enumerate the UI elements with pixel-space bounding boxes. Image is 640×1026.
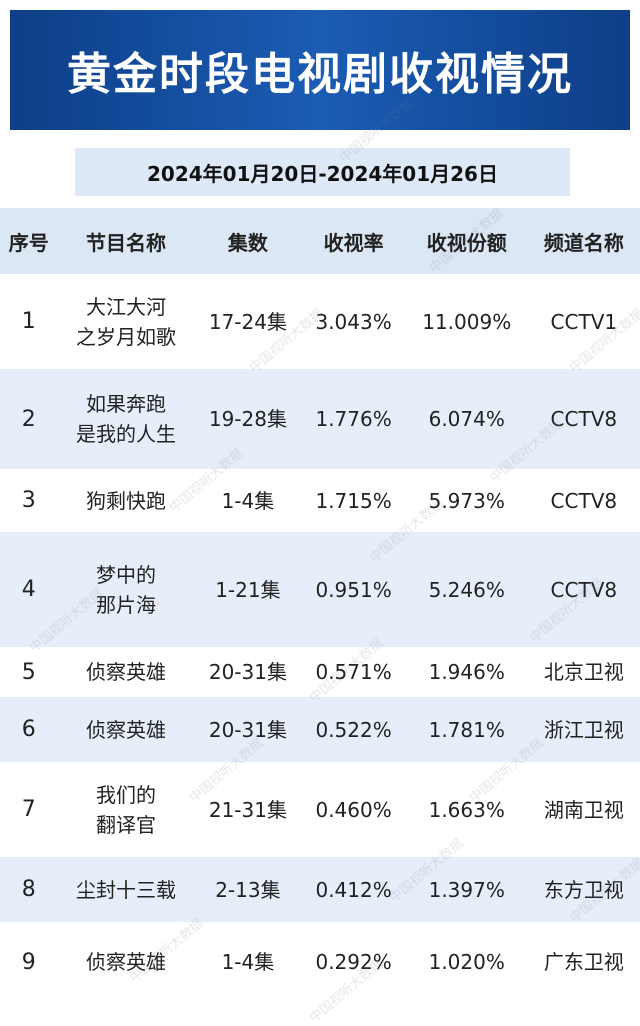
program-name: 侦察英雄 [58,647,195,697]
table-cell: 浙江卫视 [527,697,640,762]
name-line: 侦察英雄 [85,660,166,684]
table-cell: 6.074% [405,369,528,469]
table-cell: 1 [21,309,36,334]
table-cell: 1-21集 [194,532,302,647]
table-row: 7 我们的翻译官 21-31集 0.460% 1.663% 湖南卫视 [0,762,640,857]
date-range: 2024年01月20日-2024年01月26日 [75,148,570,196]
name-line: 之岁月如歌 [75,324,176,349]
program-name: 侦察英雄 [58,922,195,1002]
name-line: 侦察英雄 [85,950,166,974]
table-row: 4 梦中的 那片海 1-21集 0.951% 5.246% CCTV8 [0,532,640,647]
table-row: 6 侦察英雄 20-31集 0.522% 1.781% 浙江卫视 [0,697,640,762]
name-line: 如果奔跑 [85,392,166,416]
column-header: 集数 [194,208,302,274]
table-cell: 湖南卫视 [543,797,624,822]
table-cell: 6 [0,697,58,762]
table-cell: 20-31集 [208,660,287,684]
table-cell: 11.009% [422,309,512,334]
name-line: 梦中的 [95,562,156,587]
table-cell: 9 [21,949,36,975]
name-line: 是我的人生 [75,422,176,446]
table-cell: 21-31集 [208,797,287,822]
table-row: 1 大江大河之岁月如歌 17-24集 3.043% 11.009% CCTV1 [0,274,640,369]
table-cell: 1.776% [301,369,406,469]
table-cell: 3 [21,488,36,513]
table-cell: 1.781% [405,697,528,762]
table-cell: CCTV1 [550,309,618,334]
column-header: 序号 [0,208,58,274]
program-name: 狗剩快跑 [58,469,195,532]
table-cell: 东方卫视 [527,857,640,922]
name-line: 侦察英雄 [85,717,166,742]
program-name: 梦中的 那片海 [57,532,195,647]
table-cell: 4 [0,532,58,647]
table-cell: 8 [0,857,58,922]
table-row: 8 尘封十三载 2-13集 0.412% 1.397% 东方卫视 [0,857,640,922]
program-name: 侦察英雄 [57,697,195,762]
table-cell: 1-4集 [221,488,275,513]
header-row: 序号 节目名称 集数 收视率 收视份额 频道名称 [0,208,640,274]
table-row: 2 如果奔跑 是我的人生 19-28集 1.776% 6.074% CCTV8 [0,369,640,469]
table-cell: 3.043% [315,309,392,334]
name-line: 那片海 [95,592,156,617]
table-cell: 0.460% [315,797,392,822]
table-cell: 5.246% [405,532,528,647]
table-cell: 2-13集 [194,857,302,922]
table-cell: 1.663% [428,797,505,822]
column-header: 节目名称 [57,208,195,274]
table-cell: 0.522% [301,697,406,762]
column-header: 收视份额 [405,208,528,274]
table-cell: 广东卫视 [543,950,624,974]
column-header: 收视率 [301,208,406,274]
table-cell: 1.397% [405,857,528,922]
name-line: 狗剩快跑 [85,488,166,513]
table-cell: 0.292% [315,950,392,974]
table-row: 5 侦察英雄 20-31集 0.571% 1.946% 北京卫视 [0,647,640,697]
page: 黄金时段电视剧收视情况 2024年01月20日-2024年01月26日 序号 节目… [0,10,640,1026]
table-row: 9 侦察英雄 1-4集 0.292% 1.020% 广东卫视 [0,922,640,1002]
table-cell: 1.715% [315,488,392,513]
column-header: 频道名称 [527,208,640,274]
program-name: 大江大河 之岁月如歌 [58,274,195,369]
table-cell: 0.412% [301,857,406,922]
table-cell: 1.020% [428,950,505,974]
table-cell: 17-24集 [208,309,287,334]
table-cell: 20-31集 [194,697,302,762]
table-cell: CCTV8 [527,532,640,647]
table-cell: 2 [0,369,58,469]
table-cell: 0.571% [315,660,392,684]
program-name: 我们的 翻译官 [58,762,195,857]
table-cell: 1-4集 [221,950,275,974]
ratings-table: 序号 节目名称 集数 收视率 收视份额 频道名称 1 大江大河之岁月如歌 17-24集 3.04… [0,208,640,1002]
table-cell: 北京卫视 [543,660,624,684]
table-cell: CCTV8 [527,369,640,469]
table-cell: 7 [21,797,36,822]
table-cell: 1.946% [428,660,505,684]
name-line: 翻译官 [95,812,156,837]
table-row: 3 狗剩快跑 1-4集 1.715% 5.973% CCTV8 [0,469,640,532]
name-line: 我们的 [95,782,156,807]
table-cell: CCTV8 [550,488,618,513]
program-name: 尘封十三载 [57,857,195,922]
table-cell: 19-28集 [194,369,302,469]
title-banner: 黄金时段电视剧收视情况 [10,10,630,130]
program-name: 如果奔跑 是我的人生 [57,369,195,469]
name-line: 大江大河 [85,294,166,319]
table-cell: 5 [21,659,36,685]
table-cell: 5.973% [428,488,505,513]
table-cell: 0.951% [301,532,406,647]
name-line: 尘封十三载 [75,877,176,902]
